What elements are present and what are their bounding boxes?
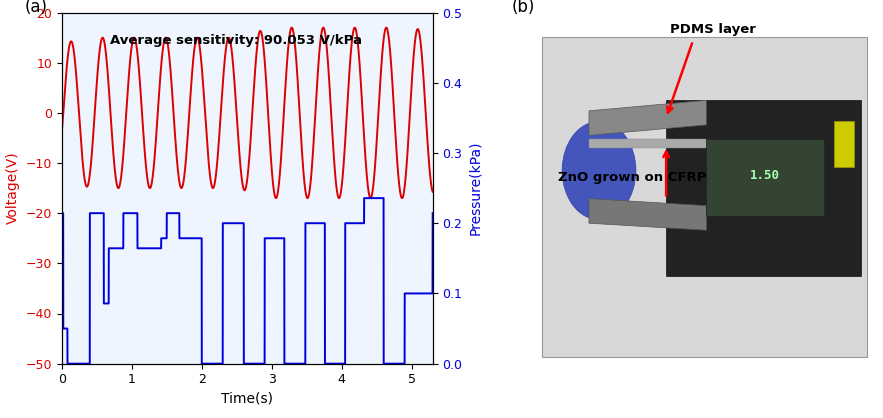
Ellipse shape [562,121,636,220]
X-axis label: Time(s): Time(s) [222,392,273,406]
FancyBboxPatch shape [834,121,854,167]
Polygon shape [589,100,706,135]
Polygon shape [589,199,706,230]
Text: PDMS layer: PDMS layer [670,23,756,36]
FancyBboxPatch shape [542,37,867,357]
FancyBboxPatch shape [589,139,706,148]
Text: ZnO grown on CFRP: ZnO grown on CFRP [558,171,706,184]
Y-axis label: Pressure(kPa): Pressure(kPa) [468,141,482,235]
FancyBboxPatch shape [666,100,861,276]
Text: (a): (a) [25,0,48,16]
FancyBboxPatch shape [706,139,824,216]
Text: Average sensitivity: 90.053 V/kPa: Average sensitivity: 90.053 V/kPa [110,33,362,47]
Text: (b): (b) [512,0,535,16]
Text: 1.50: 1.50 [751,169,780,182]
Y-axis label: Voltage(V): Voltage(V) [6,152,20,224]
